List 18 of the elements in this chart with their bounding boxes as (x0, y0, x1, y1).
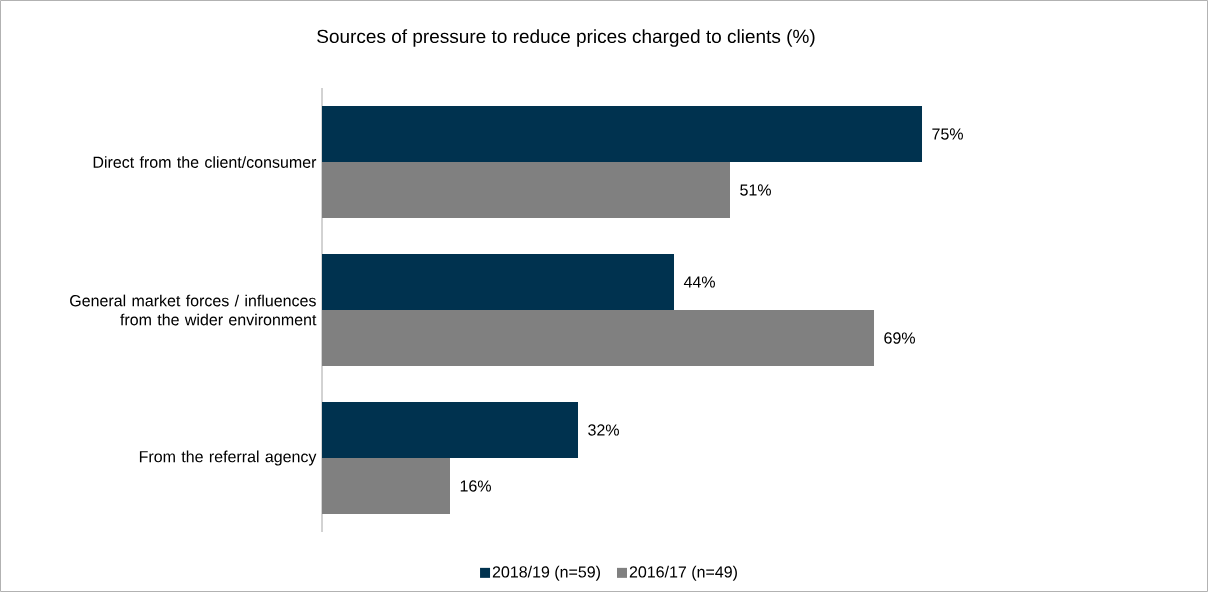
bar (322, 310, 875, 367)
legend-label: 2018/19 (n=59) (492, 565, 600, 581)
data-label: 69% (884, 332, 915, 344)
bar (322, 458, 450, 515)
data-label: 32% (588, 424, 619, 436)
data-label: 44% (683, 276, 715, 288)
chart-title: Sources of pressure to reduce prices charged to clients (%) (317, 29, 815, 47)
data-label: 75% (932, 128, 963, 140)
bar (322, 402, 578, 459)
y-tick-label: Direct from the client/consumer (93, 156, 317, 168)
data-label: 51% (740, 184, 771, 196)
bar (322, 162, 730, 219)
legend-label: 2016/17 (n=49) (629, 565, 737, 581)
y-tick-label: From the referral agency (139, 450, 317, 466)
y-tick-label: General market forces / influences from the wider environment (70, 294, 317, 326)
bar (322, 254, 674, 311)
bar (322, 106, 923, 163)
data-label: 16% (460, 480, 491, 492)
